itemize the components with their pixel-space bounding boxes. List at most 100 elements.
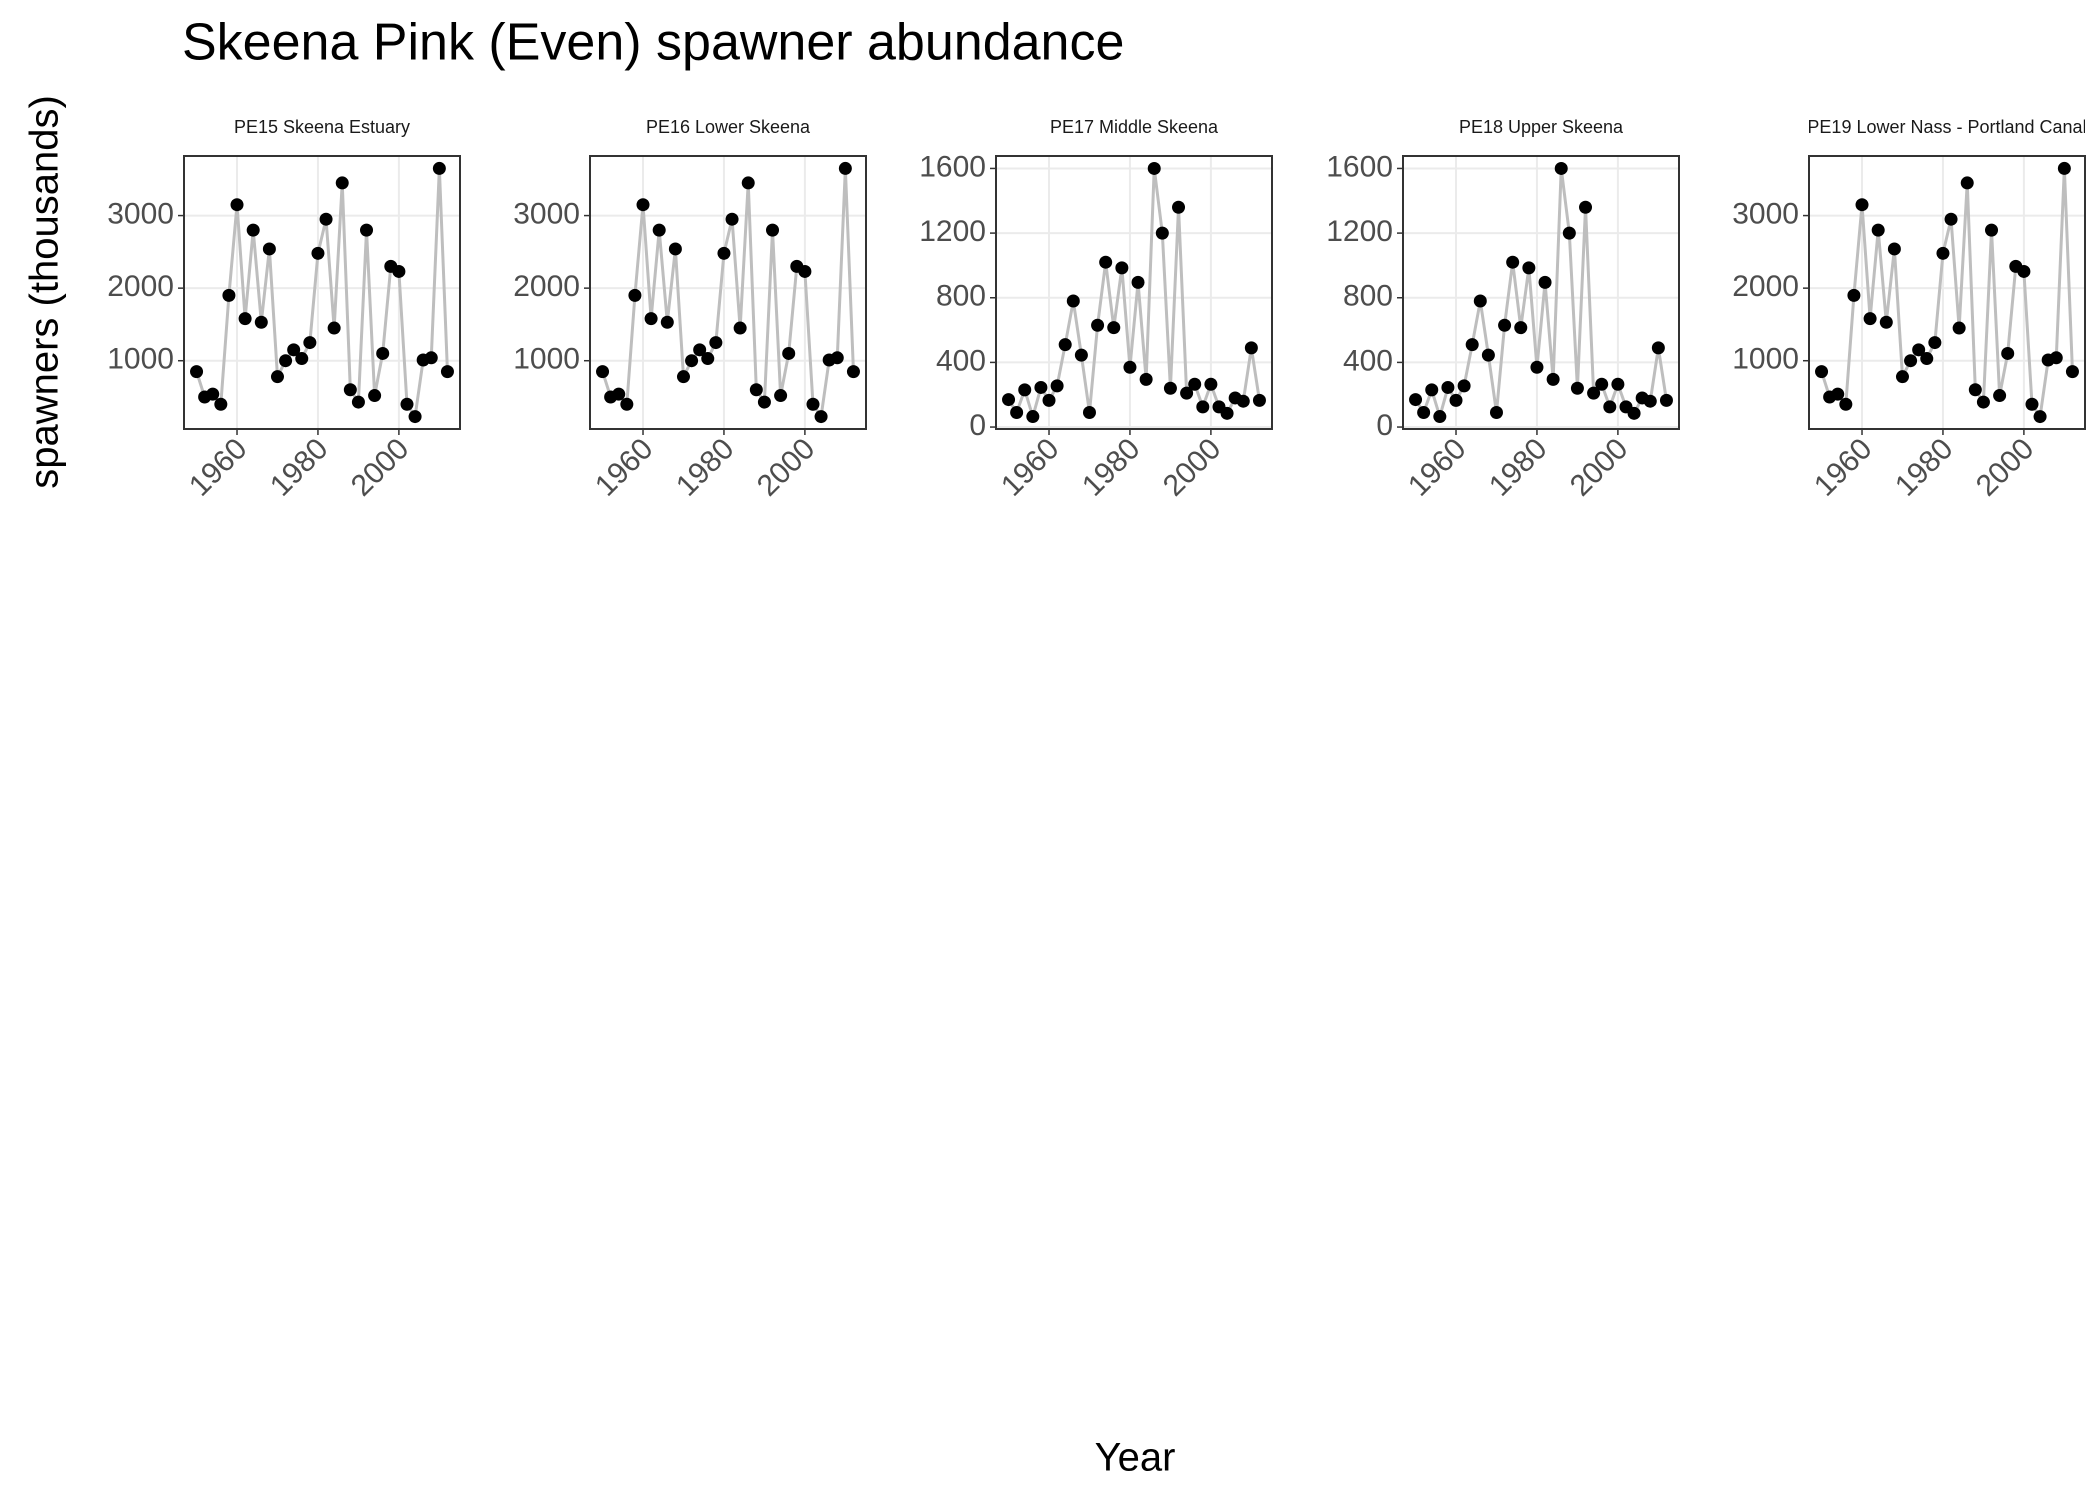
data-point [1570,381,1584,395]
data-point [1473,294,1487,308]
y-tick-label: 2000 [513,270,580,303]
data-point [1514,321,1528,335]
data-point [1204,377,1218,391]
data-point [262,242,276,256]
data-point [1530,360,1544,374]
data-point [1018,383,1032,397]
data-point [1034,380,1048,394]
data-point [1985,223,1999,237]
y-tick-label: 2000 [107,270,174,303]
data-point [1026,410,1040,424]
data-point [1188,377,1202,391]
data-point [303,336,317,350]
data-point [1538,275,1552,289]
data-point [1236,394,1250,408]
data-point [701,352,715,366]
panel: PE19 Lower Nass - Portland Canal 1000 2000… [1732,117,2086,503]
data-point [749,383,763,397]
data-point [1912,343,1926,357]
data-point [376,346,390,360]
data-point [2033,410,2047,424]
data-point [1839,397,1853,411]
y-tick-label: 1000 [107,343,174,376]
data-point [1522,261,1536,275]
data-point [1993,389,2007,403]
data-point [814,410,828,424]
data-point [1131,275,1145,289]
data-point [668,242,682,256]
data-point [1944,212,1958,226]
data-point [1099,255,1113,269]
data-point [1107,321,1121,335]
data-point [295,352,309,366]
panel-border [995,155,1273,430]
data-point [214,397,228,411]
data-point [774,389,788,403]
y-tick-label: 2000 [1732,270,1799,303]
data-point [270,370,284,384]
data-point [1082,406,1096,420]
data-point [1904,354,1918,368]
data-point [685,354,699,368]
data-point [838,161,852,175]
data-point [1123,360,1137,374]
data-point [1155,226,1169,240]
panel-title: PE17 Middle Skeena [1050,117,1219,137]
data-point [1506,255,1520,269]
panel-title: PE16 Lower Skeena [646,117,811,137]
data-point [2065,365,2079,379]
x-axis-label: Year [1095,1436,1176,1480]
data-point [246,223,260,237]
data-point [612,387,626,401]
data-point [806,397,820,411]
data-point [652,223,666,237]
y-tick-label: 3000 [107,198,174,231]
data-point [1074,348,1088,362]
data-point [1139,372,1153,386]
y-tick-label: 800 [936,280,986,313]
data-point [1855,198,1869,212]
data-point [1091,318,1105,332]
panel-title: PE18 Upper Skeena [1459,117,1624,137]
y-tick-label: 3000 [513,198,580,231]
data-point [392,264,406,278]
data-point [351,395,365,409]
data-point [1627,406,1641,420]
data-point [733,321,747,335]
data-point [190,365,204,379]
data-point [1611,377,1625,391]
panel-border [1402,155,1680,430]
data-point [1481,348,1495,362]
panel-title: PE15 Skeena Estuary [234,117,410,137]
data-point [1180,386,1194,400]
data-point [1815,365,1829,379]
data-point [782,346,796,360]
data-point [1895,370,1909,384]
data-point [1928,336,1942,350]
data-point [1457,379,1471,393]
data-point [757,395,771,409]
data-point [1417,406,1431,420]
data-point [1449,393,1463,407]
y-tick-label: 0 [1376,409,1393,442]
data-point [2017,264,2031,278]
data-point [206,387,220,401]
data-point [1879,315,1893,329]
data-point [636,198,650,212]
data-point [1010,406,1024,420]
panel-border [183,155,461,430]
data-point [1425,383,1439,397]
series-line [195,166,449,419]
y-tick-label: 1200 [1326,215,1393,248]
data-point [628,288,642,302]
data-point [1042,393,1056,407]
y-tick-label: 1000 [1732,343,1799,376]
data-point [2049,351,2063,365]
data-point [1968,383,1982,397]
data-point [408,410,422,424]
data-point [400,397,414,411]
data-point [1976,395,1990,409]
